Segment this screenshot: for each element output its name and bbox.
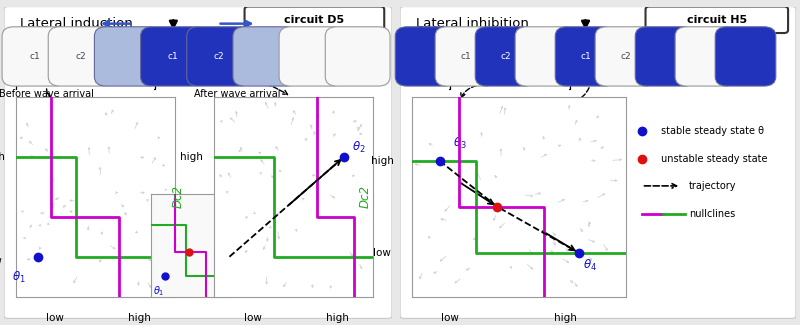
FancyBboxPatch shape bbox=[2, 27, 67, 86]
Text: Lateral induction: Lateral induction bbox=[19, 18, 132, 31]
FancyBboxPatch shape bbox=[715, 27, 776, 86]
FancyBboxPatch shape bbox=[326, 27, 390, 86]
Text: nullclines: nullclines bbox=[689, 209, 735, 219]
FancyBboxPatch shape bbox=[435, 27, 496, 86]
FancyBboxPatch shape bbox=[400, 6, 796, 318]
FancyBboxPatch shape bbox=[141, 27, 206, 86]
Text: After wave arrival: After wave arrival bbox=[194, 89, 280, 99]
Text: c2: c2 bbox=[500, 52, 511, 61]
FancyBboxPatch shape bbox=[635, 27, 696, 86]
Text: c1: c1 bbox=[167, 52, 178, 61]
Text: trajectory: trajectory bbox=[689, 181, 737, 191]
Text: c2: c2 bbox=[620, 52, 631, 61]
Text: Before wave arrival: Before wave arrival bbox=[0, 89, 94, 99]
FancyBboxPatch shape bbox=[245, 6, 384, 33]
FancyBboxPatch shape bbox=[555, 27, 616, 86]
Text: circuit H5: circuit H5 bbox=[686, 15, 747, 25]
FancyBboxPatch shape bbox=[279, 27, 344, 86]
Text: c1: c1 bbox=[580, 52, 591, 61]
FancyBboxPatch shape bbox=[515, 27, 576, 86]
FancyBboxPatch shape bbox=[646, 6, 788, 33]
Text: stable steady state θ: stable steady state θ bbox=[662, 126, 764, 136]
Text: unstable steady state: unstable steady state bbox=[662, 154, 768, 164]
FancyBboxPatch shape bbox=[4, 6, 392, 318]
Text: c1: c1 bbox=[460, 52, 471, 61]
FancyBboxPatch shape bbox=[94, 27, 159, 86]
FancyBboxPatch shape bbox=[186, 27, 251, 86]
FancyBboxPatch shape bbox=[675, 27, 736, 86]
Text: c2: c2 bbox=[75, 52, 86, 61]
Text: circuit D5: circuit D5 bbox=[284, 15, 345, 25]
Text: Lateral inhibition: Lateral inhibition bbox=[416, 18, 529, 31]
FancyBboxPatch shape bbox=[395, 27, 456, 86]
FancyBboxPatch shape bbox=[48, 27, 113, 86]
FancyBboxPatch shape bbox=[475, 27, 536, 86]
Text: c2: c2 bbox=[214, 52, 225, 61]
Text: c1: c1 bbox=[29, 52, 40, 61]
FancyBboxPatch shape bbox=[595, 27, 656, 86]
FancyBboxPatch shape bbox=[233, 27, 298, 86]
